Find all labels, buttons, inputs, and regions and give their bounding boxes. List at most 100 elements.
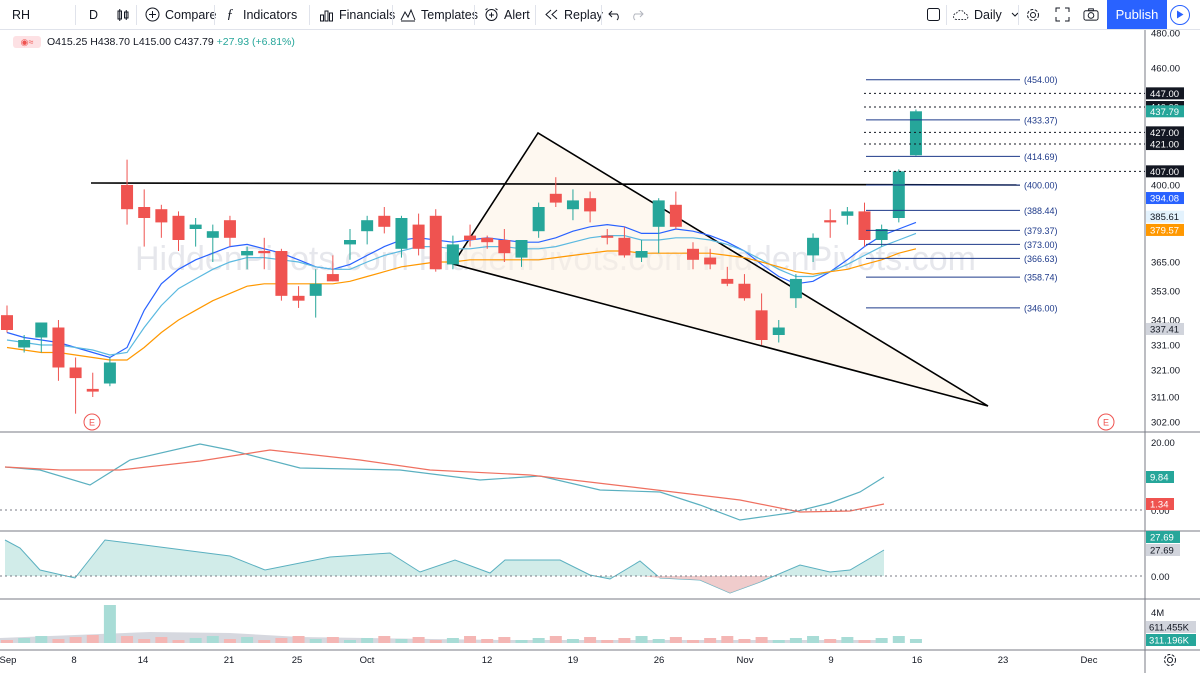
candle-body bbox=[481, 237, 494, 243]
templates-button[interactable]: Templates bbox=[400, 0, 478, 29]
candle bbox=[86, 372, 99, 397]
templates-icon bbox=[400, 7, 416, 23]
price-label-bg bbox=[1146, 138, 1184, 151]
earnings-marker: E bbox=[83, 413, 101, 431]
candle-body bbox=[772, 327, 785, 335]
legend-low: L415.00 bbox=[133, 36, 171, 48]
play-icon bbox=[1176, 6, 1184, 24]
axis-settings-gear-icon[interactable] bbox=[1164, 654, 1176, 666]
price-tick-label: 321.00 bbox=[1151, 366, 1180, 377]
volume-bar bbox=[172, 640, 185, 643]
volume-bar bbox=[395, 639, 408, 643]
candle-style-icon bbox=[115, 7, 131, 23]
alarm-clock-icon bbox=[483, 7, 499, 23]
volume-bar bbox=[601, 640, 614, 643]
undo-button[interactable] bbox=[607, 0, 623, 29]
volume-bar bbox=[772, 640, 785, 643]
volume-bar bbox=[892, 636, 905, 643]
volume-value-label: 311.196K bbox=[1146, 634, 1196, 647]
earnings-marker-label: E bbox=[1103, 418, 1109, 428]
volume-bar bbox=[309, 639, 322, 643]
candle bbox=[361, 215, 374, 245]
candle-body bbox=[69, 367, 82, 379]
candle-body bbox=[824, 220, 837, 223]
interval-button[interactable]: D bbox=[89, 0, 98, 29]
fib-level-label: (379.37) bbox=[1024, 226, 1058, 236]
price-label-bg bbox=[1146, 210, 1184, 223]
volume-bar bbox=[429, 640, 442, 643]
candle bbox=[841, 207, 854, 225]
candle bbox=[103, 357, 116, 387]
layout-dropdown[interactable]: Daily bbox=[953, 0, 1023, 29]
replay-button[interactable]: Replay bbox=[543, 0, 603, 29]
settings-button[interactable] bbox=[1025, 0, 1041, 29]
price-label-bg bbox=[1146, 165, 1184, 178]
redo-button[interactable] bbox=[629, 0, 645, 29]
price-label: 427.00 bbox=[1146, 126, 1184, 139]
momentum-area bbox=[5, 540, 884, 593]
candle-body bbox=[909, 111, 922, 156]
legend-change: +27.93 (+6.81%) bbox=[216, 36, 295, 48]
compare-button[interactable]: Compare bbox=[144, 0, 216, 29]
volume-bar bbox=[378, 636, 391, 643]
candle bbox=[824, 209, 837, 238]
plus-circle-icon bbox=[144, 7, 160, 23]
candle bbox=[498, 229, 511, 262]
fullscreen-button[interactable] bbox=[925, 0, 941, 29]
volume-bar bbox=[841, 637, 854, 643]
visibility-toggle-icon[interactable]: ◉≈ bbox=[13, 36, 41, 48]
volume-bar bbox=[669, 637, 682, 643]
moving-average-line bbox=[6, 232, 917, 356]
volume-bar bbox=[69, 637, 82, 643]
price-tick-label: 302.00 bbox=[1151, 418, 1180, 429]
time-tick-label: 8 bbox=[71, 655, 76, 666]
candle bbox=[206, 224, 219, 262]
signal-line bbox=[4, 449, 885, 513]
play-button[interactable] bbox=[1170, 5, 1190, 25]
price-tick-label: 365.00 bbox=[1151, 258, 1180, 269]
earnings-marker-label: E bbox=[89, 418, 95, 428]
volume-bar bbox=[86, 635, 99, 643]
price-label-text: 337.41 bbox=[1150, 324, 1179, 335]
volume-bar bbox=[704, 638, 717, 643]
candle-body bbox=[532, 207, 545, 232]
chart-canvas[interactable]: HiddenPivots.com HiddenPivots.com Hidden… bbox=[0, 30, 1200, 673]
time-tick-label: 14 bbox=[138, 655, 149, 666]
volume-bar bbox=[241, 637, 254, 643]
candle bbox=[772, 320, 785, 343]
candle bbox=[858, 202, 871, 247]
volume-bar bbox=[155, 637, 168, 643]
volume-value-text: 611.455K bbox=[1149, 623, 1190, 634]
candle bbox=[601, 229, 614, 245]
macd-tick-label: 0.00 bbox=[1151, 506, 1170, 517]
volume-bar bbox=[909, 639, 922, 643]
expand-button[interactable] bbox=[1054, 0, 1070, 29]
momentum-negative-area bbox=[640, 576, 770, 593]
symbol-search-button[interactable]: RH bbox=[12, 0, 30, 29]
gear-icon-teeth bbox=[1164, 654, 1176, 666]
alert-button[interactable]: Alert bbox=[483, 0, 530, 29]
candle bbox=[481, 235, 494, 249]
macd-line bbox=[4, 443, 885, 521]
candle bbox=[395, 215, 408, 258]
momentum-value-label: 27.69 bbox=[1146, 531, 1180, 544]
macd-value-bg bbox=[1146, 471, 1174, 483]
snapshot-button[interactable] bbox=[1083, 0, 1099, 29]
candle bbox=[121, 159, 134, 225]
candle bbox=[618, 226, 631, 258]
volume-bar bbox=[687, 640, 699, 643]
price-tick-label: 460.00 bbox=[1151, 64, 1180, 75]
candle bbox=[584, 191, 597, 223]
bar-chart-icon bbox=[318, 7, 334, 23]
candle-body bbox=[515, 240, 528, 258]
earnings-marker: E bbox=[1097, 413, 1115, 431]
bar-style-button[interactable] bbox=[115, 0, 131, 29]
financials-button[interactable]: Financials bbox=[318, 0, 395, 29]
publish-button[interactable]: Publish bbox=[1107, 0, 1167, 29]
candle-body bbox=[189, 224, 202, 229]
toolbar-divider bbox=[535, 5, 536, 25]
indicators-button[interactable]: ƒ Indicators bbox=[222, 0, 298, 29]
time-tick-label: 9 bbox=[828, 655, 833, 666]
financials-label: Financials bbox=[339, 7, 396, 22]
top-toolbar: RH D Compare ƒ Indicators Financials Tem… bbox=[0, 0, 1200, 30]
